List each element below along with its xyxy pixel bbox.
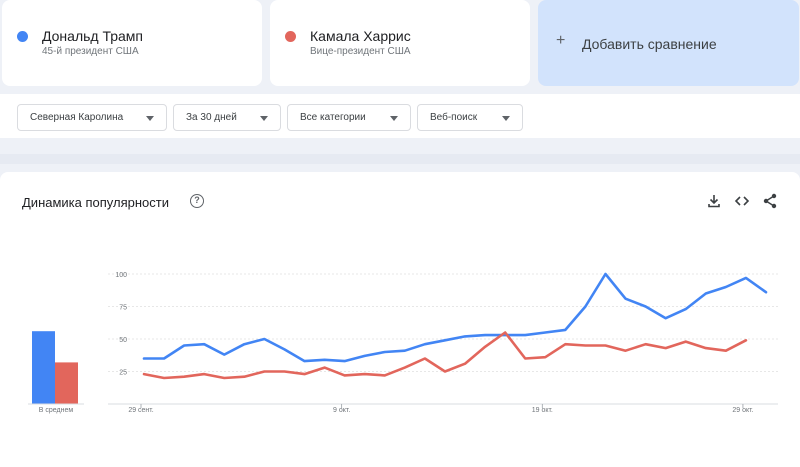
series-line-trump xyxy=(142,272,768,363)
add-comparison-button[interactable]: + Добавить сравнение xyxy=(538,0,799,86)
share-icon[interactable] xyxy=(761,192,779,210)
y-tick-label: 75 xyxy=(119,305,127,312)
x-tick-label: 9 окт. xyxy=(333,407,350,414)
y-tick-label: 50 xyxy=(119,337,127,344)
series-color-dot xyxy=(17,31,28,42)
period-value: За 30 дней xyxy=(186,112,237,123)
chart-title: Динамика популярности xyxy=(22,195,169,210)
series-color-dot xyxy=(285,31,296,42)
region-value: Северная Каролина xyxy=(30,112,124,123)
region-dropdown[interactable]: Северная Каролина xyxy=(17,104,167,131)
average-bar-trump xyxy=(32,331,55,404)
x-tick-label: 19 окт. xyxy=(532,407,553,414)
help-icon[interactable]: ? xyxy=(190,194,204,208)
term-subtitle: 45-й президент США xyxy=(42,46,139,57)
term-subtitle: Вице-президент США xyxy=(310,46,411,57)
caret-down-icon xyxy=(260,116,268,121)
y-tick-label: 25 xyxy=(119,370,127,377)
caret-down-icon xyxy=(502,116,510,121)
caret-down-icon xyxy=(146,116,154,121)
category-value: Все категории xyxy=(300,112,366,123)
y-tick-label: 100 xyxy=(115,272,127,279)
term-card-trump[interactable]: Дональд Трамп 45-й президент США xyxy=(2,0,262,86)
average-bar-harris xyxy=(55,362,78,404)
term-card-harris[interactable]: Камала Харрис Вице-президент США xyxy=(270,0,530,86)
search-type-dropdown[interactable]: Веб-поиск xyxy=(417,104,523,131)
section-divider xyxy=(0,154,800,164)
category-dropdown[interactable]: Все категории xyxy=(287,104,411,131)
interest-over-time-card: Динамика популярности ? 25 50 75 100 29 сент… xyxy=(0,172,800,467)
period-dropdown[interactable]: За 30 дней xyxy=(173,104,281,131)
filter-bar: Северная Каролина За 30 дней Все категор… xyxy=(0,94,800,138)
average-label: В среднем xyxy=(39,407,74,414)
add-comparison-label: Добавить сравнение xyxy=(582,36,717,52)
term-name: Камала Харрис xyxy=(310,28,411,44)
x-tick-label: 29 сент. xyxy=(128,407,153,414)
interest-chart: 25 50 75 100 29 сент. 9 окт. 19 окт. 29 окт. В с… xyxy=(28,272,778,414)
caret-down-icon xyxy=(390,116,398,121)
embed-icon[interactable] xyxy=(733,192,751,210)
term-name: Дональд Трамп xyxy=(42,28,144,44)
search-type-value: Веб-поиск xyxy=(430,112,478,123)
series-line-harris xyxy=(142,331,748,380)
x-tick-label: 29 окт. xyxy=(732,407,753,414)
plus-icon: + xyxy=(556,32,566,49)
download-icon[interactable] xyxy=(705,192,723,210)
